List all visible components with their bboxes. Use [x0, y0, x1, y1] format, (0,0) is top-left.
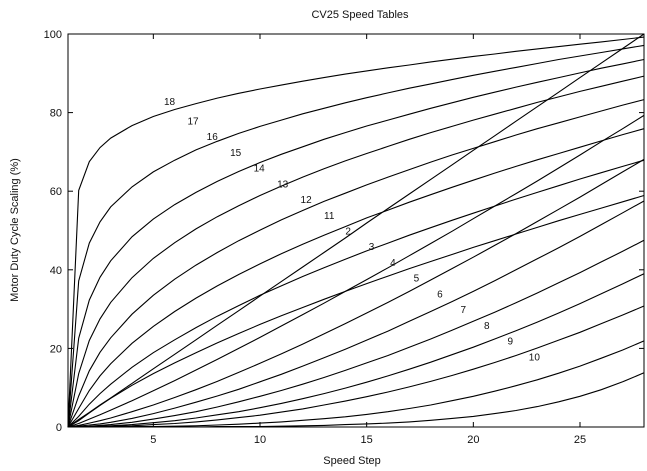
curve-label-17: 17 — [187, 116, 199, 127]
speed-curve-16 — [67, 58, 645, 428]
speed-curve-18 — [67, 36, 645, 428]
speed-curve-7 — [67, 273, 645, 428]
y-tick-label: 40 — [50, 265, 62, 277]
x-tick-label: 25 — [574, 434, 586, 446]
speed-curve-9 — [68, 340, 645, 428]
speed-curve-11 — [67, 194, 645, 428]
curve-label-6: 6 — [437, 289, 443, 300]
speed-curve-15 — [67, 75, 645, 428]
speed-curve-4 — [67, 158, 645, 428]
x-tick-label: 20 — [467, 434, 479, 446]
curve-label-8: 8 — [484, 321, 490, 332]
speed-curve-3 — [67, 114, 645, 428]
curve-label-14: 14 — [254, 164, 266, 175]
curve-label-15: 15 — [230, 148, 242, 159]
curve-label-11: 11 — [324, 211, 335, 222]
x-tick-label: 15 — [361, 434, 373, 446]
speed-curve-5 — [67, 200, 645, 428]
curve-label-12: 12 — [301, 195, 313, 206]
speed-curve-17 — [67, 44, 645, 428]
y-axis-label: Motor Duty Cycle Scaling (%) — [9, 158, 21, 302]
y-tick-label: 80 — [50, 108, 62, 120]
curve-label-10: 10 — [529, 352, 541, 363]
curve-label-13: 13 — [277, 179, 289, 190]
speed-curve-10 — [68, 372, 645, 428]
y-tick-label: 0 — [56, 422, 62, 434]
speed-curve-6 — [67, 239, 645, 428]
x-tick-label: 5 — [150, 434, 156, 446]
speed-curve-2 — [67, 33, 645, 428]
curve-label-18: 18 — [164, 97, 176, 108]
plot-frame — [67, 33, 645, 428]
curve-label-group: 18 17 16 15 14 13 12 11 2 3 4 5 6 7 8 9 10 — [164, 97, 540, 363]
speed-curve-13 — [67, 128, 645, 428]
speed-curve-12 — [67, 159, 645, 428]
curve-label-9: 9 — [507, 337, 513, 348]
curve-label-4: 4 — [390, 258, 396, 269]
curve-group — [67, 33, 645, 428]
y-tick-label: 60 — [50, 186, 62, 198]
curve-label-16: 16 — [207, 132, 219, 143]
speed-curve-14 — [67, 99, 645, 428]
x-tick-label: 10 — [254, 434, 266, 446]
y-tick-label: 100 — [44, 29, 62, 41]
x-axis-label: Speed Step — [323, 455, 381, 467]
curve-label-3: 3 — [369, 242, 375, 253]
curve-label-7: 7 — [461, 305, 467, 316]
curve-label-5: 5 — [414, 274, 420, 285]
chart-title: CV25 Speed Tables — [311, 9, 409, 21]
y-tick-label: 20 — [50, 343, 62, 355]
curve-label-2: 2 — [345, 227, 351, 238]
speed-curve-8 — [68, 305, 645, 428]
